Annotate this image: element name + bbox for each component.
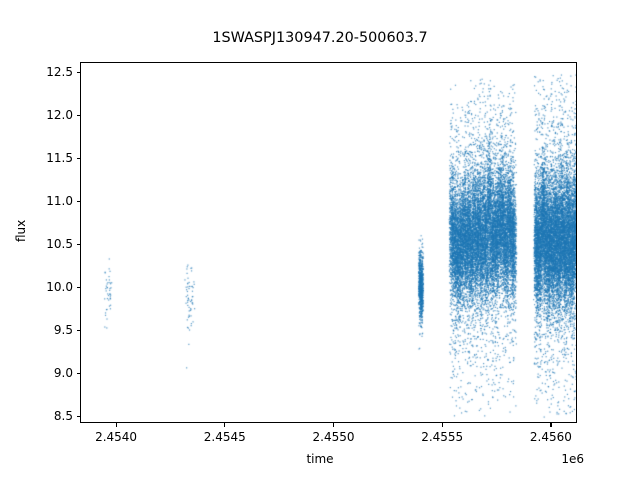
y-tick-label: 12.5 bbox=[46, 65, 73, 80]
y-tick-label: 11.0 bbox=[46, 194, 73, 209]
x-tick-label: 2.4545 bbox=[203, 430, 246, 444]
x-tick-mark bbox=[224, 423, 226, 427]
x-tick-mark bbox=[550, 423, 552, 427]
y-tick-label: 11.5 bbox=[46, 151, 73, 166]
x-tick-mark bbox=[333, 423, 335, 427]
plot-axes-area bbox=[80, 62, 577, 423]
y-tick-label: 8.5 bbox=[53, 409, 73, 424]
x-tick-mark bbox=[441, 423, 443, 427]
x-tick-label: 2.4540 bbox=[95, 430, 138, 444]
x-tick-label: 2.4560 bbox=[529, 430, 572, 444]
y-tick-label: 9.5 bbox=[53, 323, 73, 338]
y-axis-label: flux bbox=[14, 219, 28, 242]
y-tick-label: 9.0 bbox=[53, 366, 73, 381]
x-tick-label: 2.4550 bbox=[312, 430, 355, 444]
x-axis-offset-text: 1e6 bbox=[561, 452, 584, 466]
x-tick-label: 2.4555 bbox=[421, 430, 464, 444]
chart-title: 1SWASPJ130947.20-500603.7 bbox=[212, 30, 428, 46]
x-axis-label: time bbox=[306, 452, 334, 466]
scatter-plot-canvas bbox=[81, 63, 576, 422]
y-tick-label: 10.5 bbox=[46, 237, 73, 252]
y-tick-label: 12.0 bbox=[46, 108, 73, 123]
x-tick-mark bbox=[115, 423, 117, 427]
y-tick-label: 10.0 bbox=[46, 280, 73, 295]
